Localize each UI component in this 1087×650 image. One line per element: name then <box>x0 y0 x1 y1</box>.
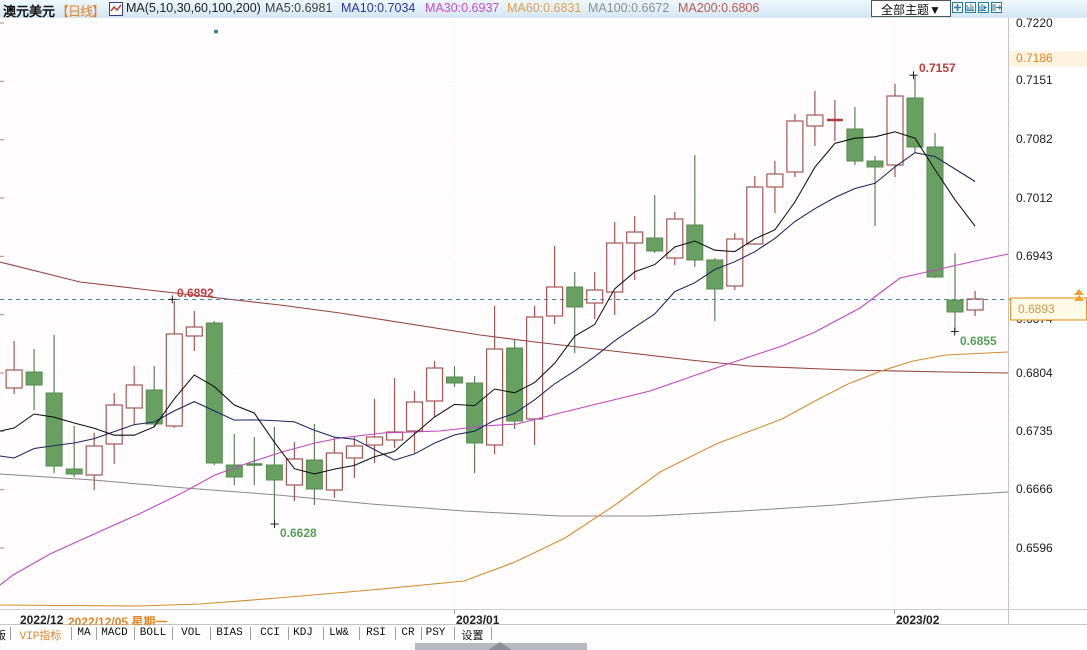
svg-text:0.7220: 0.7220 <box>1016 16 1053 30</box>
svg-text:0.6892: 0.6892 <box>177 286 214 300</box>
svg-text:0.7082: 0.7082 <box>1016 132 1053 146</box>
svg-text:0.6735: 0.6735 <box>1016 424 1053 438</box>
svg-text:0.7151: 0.7151 <box>1016 73 1053 87</box>
svg-text:0.6804: 0.6804 <box>1016 366 1053 380</box>
svg-text:0.7157: 0.7157 <box>919 61 956 75</box>
svg-text:0.6943: 0.6943 <box>1016 249 1053 263</box>
svg-text:0.6666: 0.6666 <box>1016 482 1053 496</box>
svg-text:0.7012: 0.7012 <box>1016 191 1053 205</box>
svg-text:0.6893: 0.6893 <box>1018 302 1055 316</box>
svg-text:0.6855: 0.6855 <box>960 334 997 348</box>
svg-text:0.6628: 0.6628 <box>280 526 317 540</box>
svg-text:0.7186: 0.7186 <box>1016 51 1053 65</box>
svg-text:0.6596: 0.6596 <box>1016 541 1053 555</box>
